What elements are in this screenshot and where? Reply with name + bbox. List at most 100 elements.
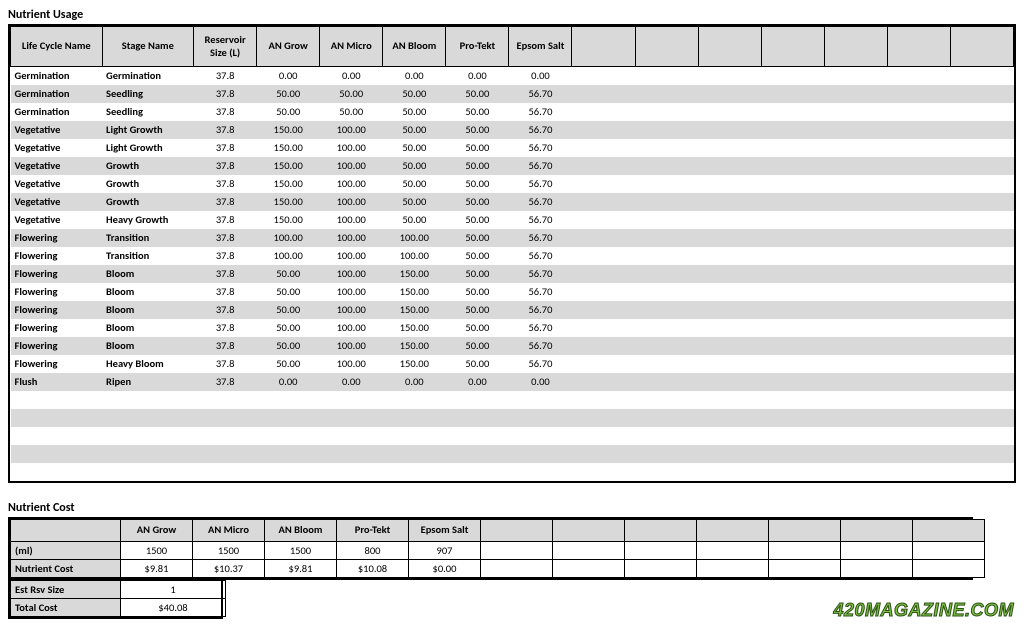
cell [761, 445, 824, 463]
cell [320, 445, 383, 463]
cost-col-2: AN Micro [193, 519, 265, 541]
cell: 1 [121, 580, 226, 598]
usage-col-12 [824, 27, 887, 67]
cell [383, 463, 446, 481]
cell [635, 355, 698, 373]
cell [887, 247, 950, 265]
cell: 37.8 [194, 121, 257, 139]
cell [572, 427, 635, 445]
cell: 50.00 [446, 355, 509, 373]
cell [383, 427, 446, 445]
cell: Germination [102, 67, 194, 85]
cell [824, 211, 887, 229]
cell: Light Growth [102, 121, 194, 139]
cell [572, 355, 635, 373]
cell: 50.00 [383, 121, 446, 139]
cell: 100.00 [257, 229, 320, 247]
cell: 37.8 [194, 175, 257, 193]
cell: 50.00 [383, 175, 446, 193]
cell: Nutrient Cost [11, 559, 121, 577]
table-row: FloweringBloom37.850.00100.00150.0050.00… [11, 265, 1014, 283]
cell: 1500 [121, 541, 193, 559]
cell: 0.00 [383, 67, 446, 85]
cell [698, 283, 761, 301]
cell [824, 283, 887, 301]
cell [11, 463, 103, 481]
cell: 50.00 [446, 337, 509, 355]
table-row: FloweringBloom37.850.00100.00150.0050.00… [11, 337, 1014, 355]
cell: 100.00 [383, 247, 446, 265]
cost-col-11 [841, 519, 913, 541]
cell: Bloom [102, 319, 194, 337]
cell: 150.00 [383, 301, 446, 319]
cell: Light Growth [102, 139, 194, 157]
cell: Flowering [11, 319, 103, 337]
cell: Flowering [11, 283, 103, 301]
cell [887, 445, 950, 463]
cell [887, 373, 950, 391]
cell [635, 301, 698, 319]
cell: 150.00 [383, 355, 446, 373]
cell: 50.00 [257, 283, 320, 301]
cell [824, 301, 887, 319]
cell [950, 427, 1013, 445]
cell [950, 355, 1013, 373]
cell [635, 319, 698, 337]
cell [572, 283, 635, 301]
table-row: Total Cost$40.08 [11, 598, 226, 616]
usage-col-6: Pro-Tekt [446, 27, 509, 67]
cell [761, 391, 824, 409]
table-row: FloweringBloom37.850.00100.00150.0050.00… [11, 301, 1014, 319]
cell [320, 463, 383, 481]
cell: 50.00 [383, 211, 446, 229]
cell [950, 373, 1013, 391]
cell: 50.00 [383, 103, 446, 121]
cell: 100.00 [320, 139, 383, 157]
cell: 56.70 [509, 85, 572, 103]
cell: Est Rsv Size [11, 580, 121, 598]
cell [887, 283, 950, 301]
cell: 37.8 [194, 85, 257, 103]
cell: 100.00 [320, 193, 383, 211]
cell [698, 265, 761, 283]
cell [446, 427, 509, 445]
cell: 0.00 [446, 67, 509, 85]
cell [769, 559, 841, 577]
cell [698, 445, 761, 463]
cell [257, 427, 320, 445]
cell: 56.70 [509, 103, 572, 121]
cell: 150.00 [383, 337, 446, 355]
cell: 0.00 [320, 67, 383, 85]
cell: 150.00 [383, 283, 446, 301]
cell: 56.70 [509, 283, 572, 301]
cell: 100.00 [320, 211, 383, 229]
cell [625, 559, 697, 577]
cell [950, 445, 1013, 463]
cell: 0.00 [383, 373, 446, 391]
cell [761, 139, 824, 157]
usage-table: Life Cycle NameStage NameReservoir Size … [10, 26, 1014, 481]
cell: Transition [102, 229, 194, 247]
cell: Total Cost [11, 598, 121, 616]
table-row: VegetativeGrowth37.8150.00100.0050.0050.… [11, 175, 1014, 193]
table-row: VegetativeGrowth37.8150.00100.0050.0050.… [11, 193, 1014, 211]
cell [841, 541, 913, 559]
cell [824, 409, 887, 427]
cell [950, 337, 1013, 355]
cell [761, 211, 824, 229]
cell [950, 139, 1013, 157]
cell: 100.00 [320, 175, 383, 193]
cell [553, 559, 625, 577]
usage-col-4: AN Micro [320, 27, 383, 67]
cost-col-9 [697, 519, 769, 541]
cell: 50.00 [320, 103, 383, 121]
cell: 50.00 [446, 175, 509, 193]
cell [635, 445, 698, 463]
cell [257, 445, 320, 463]
cost-header-row: AN GrowAN MicroAN BloomPro-TektEpsom Sal… [11, 519, 985, 541]
cell [698, 67, 761, 85]
cell: Heavy Bloom [102, 355, 194, 373]
cell: 50.00 [446, 265, 509, 283]
cell [887, 175, 950, 193]
cell [824, 139, 887, 157]
